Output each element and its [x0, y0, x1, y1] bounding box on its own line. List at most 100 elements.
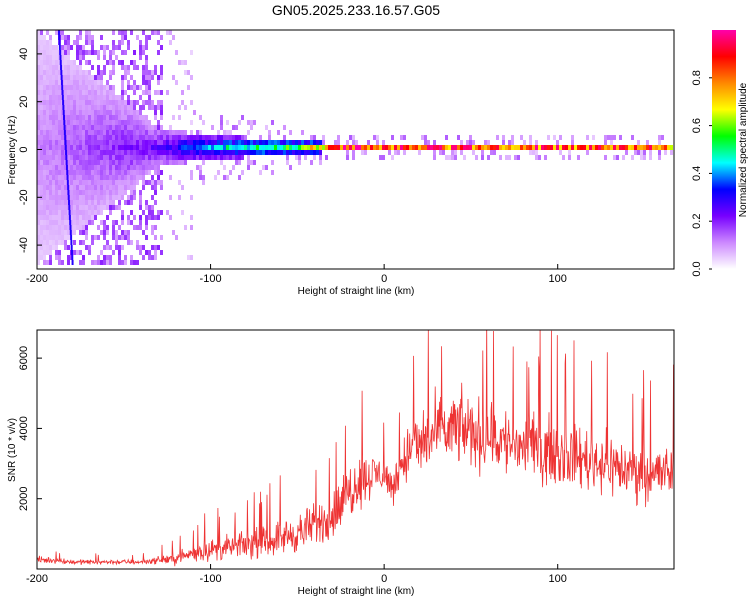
spectrogram-cell	[52, 220, 55, 225]
spectrogram-cell	[79, 175, 82, 180]
spectrogram-cell	[79, 210, 82, 215]
spectrogram-cell	[94, 50, 97, 55]
spectrogram-cell	[571, 145, 574, 150]
spectrogram-cell	[151, 245, 154, 250]
spectrogram-cell	[61, 165, 64, 170]
spectrogram-cell	[478, 145, 481, 150]
spectrogram-cell	[175, 135, 178, 140]
spectrogram-cell	[76, 215, 79, 220]
spectrogram-cell	[658, 145, 661, 150]
spectrogram-cell	[223, 165, 226, 170]
spectrogram-cell	[94, 175, 97, 180]
spectrogram-cell	[649, 155, 652, 160]
spectrogram-cell	[337, 145, 340, 150]
spectrogram-cell	[52, 115, 55, 120]
spectrogram-cell	[61, 70, 64, 75]
spectrogram-cell	[130, 155, 133, 160]
spectrogram-cell	[118, 245, 121, 250]
spectrogram-cell	[106, 130, 109, 135]
spectrogram-cell	[67, 85, 70, 90]
spectrogram-cell	[46, 55, 49, 60]
spectrogram-cell	[118, 135, 121, 140]
spectrogram-cell	[40, 220, 43, 225]
spectrogram-cell	[268, 150, 271, 155]
spectrogram-cell	[109, 185, 112, 190]
spectrogram-cell	[622, 145, 625, 150]
spectrogram-cell	[136, 110, 139, 115]
spectrogram-cell	[52, 80, 55, 85]
spectrogram-cell	[103, 200, 106, 205]
spectrogram-cell	[82, 135, 85, 140]
spectrogram-cell	[49, 85, 52, 90]
spectrogram-cell	[547, 135, 550, 140]
spectrogram-cell	[103, 120, 106, 125]
spectrogram-cell	[124, 125, 127, 130]
spectrogram-streak-cell	[60, 70, 63, 75]
spectrogram-cell	[91, 260, 94, 265]
spectrogram-cell	[40, 245, 43, 250]
spectrogram-cell	[259, 140, 262, 145]
spectrogram-cell	[70, 200, 73, 205]
spectrogram-cell	[82, 200, 85, 205]
spectrogram-cell	[67, 105, 70, 110]
spectrogram-cell	[115, 55, 118, 60]
spectrogram-cell	[667, 145, 670, 150]
spectrogram-cell	[82, 170, 85, 175]
spectrogram-cell	[112, 155, 115, 160]
spectrogram-cell	[112, 120, 115, 125]
spectrogram-cell	[208, 145, 211, 150]
spectrogram-cell	[157, 165, 160, 170]
spectrogram-cell	[61, 110, 64, 115]
spectrogram-cell	[70, 80, 73, 85]
spectrogram-cell	[139, 140, 142, 145]
spectrogram-cell	[73, 145, 76, 150]
spectrogram-cell	[40, 215, 43, 220]
spectrogram-cell	[349, 135, 352, 140]
spectrogram-cell	[85, 135, 88, 140]
spectrogram-cell	[100, 135, 103, 140]
spectrogram-cell	[97, 125, 100, 130]
spectrogram-cell	[97, 155, 100, 160]
spectrogram-cell	[304, 150, 307, 155]
spectrogram-cell	[241, 140, 244, 145]
spectrogram-cell	[88, 120, 91, 125]
spectrogram-cell	[49, 230, 52, 235]
spectrogram-cell	[82, 180, 85, 185]
spectrogram-cell	[490, 150, 493, 155]
spectrogram-cell	[487, 155, 490, 160]
spectrogram-cell	[613, 135, 616, 140]
spectrogram-cell	[124, 145, 127, 150]
spectrogram-cell	[82, 190, 85, 195]
spectrogram-cell	[58, 75, 61, 80]
spectrogram-cell	[46, 40, 49, 45]
spectrogram-cell	[520, 135, 523, 140]
spectrogram-cell	[196, 145, 199, 150]
spectrogram-cell	[73, 115, 76, 120]
spectrogram-cell	[235, 155, 238, 160]
spectrogram-cell	[226, 150, 229, 155]
spectrogram-cell	[82, 240, 85, 245]
spectrogram-cell	[79, 60, 82, 65]
spectrogram-cell	[94, 170, 97, 175]
spectrogram-cell	[547, 145, 550, 150]
spectrogram-cell	[445, 145, 448, 150]
spectrogram-cell	[133, 105, 136, 110]
spectrogram-cell	[79, 65, 82, 70]
spectrogram-cell	[130, 100, 133, 105]
spectrogram-cell	[139, 40, 142, 45]
spectrogram-cell	[235, 140, 238, 145]
spectrogram-cell	[121, 150, 124, 155]
spectrogram-cell	[181, 185, 184, 190]
spectrogram-cell	[52, 245, 55, 250]
spectrogram-cell	[97, 135, 100, 140]
snr-y-tick-label: 2000	[18, 486, 30, 510]
spectrogram-cell	[121, 80, 124, 85]
spectrogram-cell	[55, 120, 58, 125]
spectrogram-cell	[76, 50, 79, 55]
spectrogram-cell	[664, 145, 667, 150]
spectrogram-cell	[112, 190, 115, 195]
spectrogram-cell	[181, 90, 184, 95]
spectrogram-cell	[223, 150, 226, 155]
spectrogram-cell	[127, 150, 130, 155]
spectrogram-cell	[106, 195, 109, 200]
